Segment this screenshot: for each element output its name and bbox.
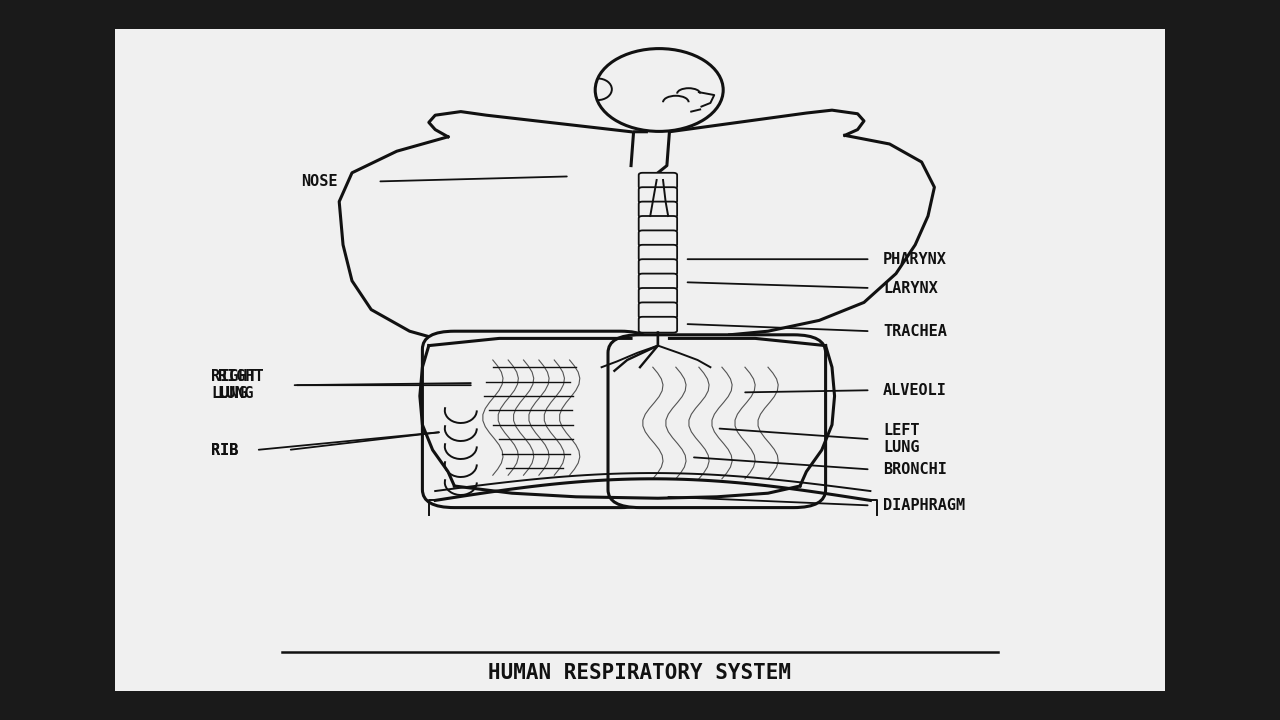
Text: RIB: RIB (211, 443, 238, 457)
FancyBboxPatch shape (639, 230, 677, 246)
Text: ALVEOLI: ALVEOLI (883, 383, 947, 397)
Text: DIAPHRAGM: DIAPHRAGM (883, 498, 965, 513)
FancyBboxPatch shape (639, 288, 677, 304)
Text: BRONCHI: BRONCHI (883, 462, 947, 477)
Text: LEFT
LUNG: LEFT LUNG (883, 423, 920, 456)
FancyBboxPatch shape (639, 173, 677, 189)
FancyBboxPatch shape (639, 302, 677, 318)
FancyBboxPatch shape (639, 317, 677, 333)
Text: RIGHT
LUNG: RIGHT LUNG (211, 369, 257, 402)
FancyBboxPatch shape (639, 187, 677, 203)
Text: LARYNX: LARYNX (883, 281, 938, 295)
FancyBboxPatch shape (639, 202, 677, 217)
FancyBboxPatch shape (639, 245, 677, 261)
FancyBboxPatch shape (639, 259, 677, 275)
FancyBboxPatch shape (639, 216, 677, 232)
FancyBboxPatch shape (608, 335, 826, 508)
Text: TRACHEA: TRACHEA (883, 324, 947, 338)
Ellipse shape (595, 49, 723, 132)
FancyBboxPatch shape (422, 331, 653, 508)
Text: NOSE: NOSE (301, 174, 338, 189)
Text: RIB: RIB (211, 443, 238, 457)
Text: RIGHT
LUNG: RIGHT LUNG (218, 369, 264, 402)
Text: HUMAN RESPIRATORY SYSTEM: HUMAN RESPIRATORY SYSTEM (489, 663, 791, 683)
Text: PHARYNX: PHARYNX (883, 252, 947, 266)
FancyBboxPatch shape (639, 274, 677, 289)
